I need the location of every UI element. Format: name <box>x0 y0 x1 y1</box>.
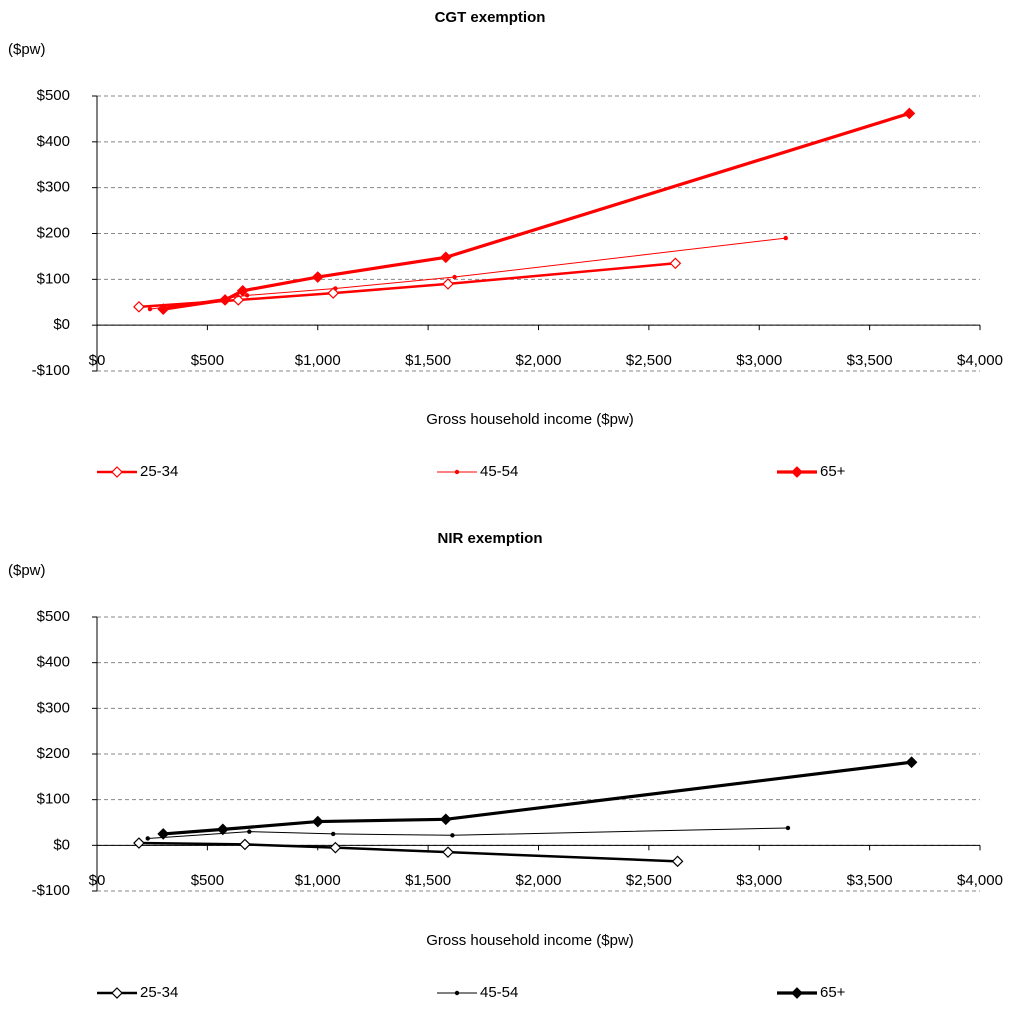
y-tick-label: $400 <box>37 654 70 671</box>
point <box>903 107 916 120</box>
point <box>671 855 684 868</box>
series-line <box>163 760 912 836</box>
x-tick-label: $1,000 <box>295 872 341 889</box>
point <box>905 756 918 769</box>
legend-marker <box>791 466 803 478</box>
legend-label: 65+ <box>820 984 846 1001</box>
line-chart: NIR exemption ($pw) -$100 $0 $100 $200 $300 $40… <box>8 530 1003 1001</box>
point <box>145 836 150 841</box>
point <box>452 274 457 280</box>
point <box>439 251 452 264</box>
x-tick-label: $3,500 <box>847 872 893 889</box>
point <box>133 837 145 849</box>
y-tick-label: $200 <box>37 224 70 241</box>
legend-label: 45-54 <box>480 463 518 480</box>
y-tick-label: $0 <box>53 316 70 333</box>
point <box>236 284 249 297</box>
point <box>216 823 229 836</box>
y-axis-unit: ($pw) <box>8 41 46 58</box>
x-tick-label: $0 <box>89 352 106 369</box>
chart-title: CGT exemption <box>435 9 546 26</box>
point <box>450 833 455 838</box>
point <box>311 815 324 828</box>
legend-marker <box>111 466 123 478</box>
y-tick-label: -$100 <box>32 362 70 379</box>
x-tick-label: $2,500 <box>626 352 672 369</box>
series-line <box>147 827 788 839</box>
point <box>442 846 454 859</box>
x-tick-label: $2,000 <box>516 352 562 369</box>
legend-marker <box>454 990 460 996</box>
x-tick-label: $500 <box>191 352 224 369</box>
x-tick-label: $1,500 <box>405 872 451 889</box>
point <box>147 306 153 312</box>
x-tick-label: $1,000 <box>295 352 341 369</box>
legend-marker <box>454 469 460 475</box>
point <box>333 286 338 291</box>
point <box>311 271 324 283</box>
x-tick-label: $3,500 <box>847 352 893 369</box>
point <box>244 293 250 298</box>
point <box>219 294 231 306</box>
legend-marker <box>111 987 123 999</box>
x-tick-label: $3,000 <box>736 352 782 369</box>
point <box>329 841 342 854</box>
point <box>331 831 336 837</box>
legend-label: 45-54 <box>480 984 518 1001</box>
line-chart: CGT exemption ($pw) -$100 $0 $100 $200 $300 $40… <box>8 9 1003 480</box>
y-axis-unit: ($pw) <box>8 562 46 579</box>
x-axis-label: Gross household income ($pw) <box>426 411 634 428</box>
y-tick-label: $300 <box>37 699 70 716</box>
x-tick-label: $500 <box>191 872 224 889</box>
legend-marker <box>791 987 803 999</box>
point <box>783 235 788 241</box>
x-tick-label: $2,500 <box>626 872 672 889</box>
legend-label: 25-34 <box>140 984 178 1001</box>
y-tick-label: $300 <box>37 179 70 196</box>
y-tick-label: $400 <box>37 133 70 150</box>
point <box>133 300 145 313</box>
point <box>785 825 791 831</box>
point <box>247 829 252 834</box>
x-axis-label: Gross household income ($pw) <box>426 932 634 949</box>
x-tick-label: $2,000 <box>516 872 562 889</box>
point <box>442 278 454 290</box>
x-tick-label: $4,000 <box>957 872 1003 889</box>
y-tick-label: $100 <box>37 270 70 287</box>
point <box>239 838 251 851</box>
y-tick-label: $200 <box>37 745 70 762</box>
point <box>157 303 170 315</box>
chart-title: NIR exemption <box>437 530 542 547</box>
y-tick-label: $0 <box>53 836 70 853</box>
point <box>439 813 452 826</box>
x-tick-label: $4,000 <box>957 352 1003 369</box>
y-tick-label: $100 <box>37 791 70 808</box>
series-line <box>162 111 910 311</box>
x-tick-label: $3,000 <box>736 872 782 889</box>
y-tick-label: $500 <box>37 87 70 104</box>
legend-label: 65+ <box>820 463 846 480</box>
y-tick-label: -$100 <box>32 882 70 899</box>
legend-label: 25-34 <box>140 463 178 480</box>
point <box>157 828 170 840</box>
point <box>669 257 682 270</box>
x-tick-label: $0 <box>89 872 106 889</box>
x-tick-label: $1,500 <box>405 352 451 369</box>
y-tick-label: $500 <box>37 608 70 625</box>
